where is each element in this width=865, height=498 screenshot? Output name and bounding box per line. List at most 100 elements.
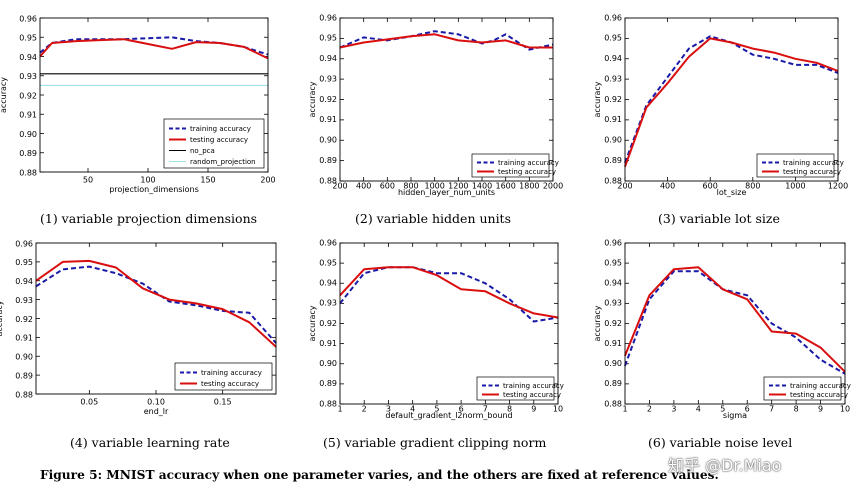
x-tick-label: 0.10 [147, 398, 165, 407]
y-tick-label: 0.89 [319, 156, 337, 165]
y-tick-label: 0.88 [604, 176, 622, 185]
y-tick-label: 0.94 [19, 53, 37, 62]
y-tick-label: 0.89 [604, 379, 622, 388]
subfigure-caption-1: (1) variable projection dimensions [40, 211, 258, 226]
y-tick-label: 0.94 [604, 279, 622, 288]
x-tick-label: 7 [483, 405, 488, 414]
x-axis-label: end_lr [144, 407, 169, 416]
y-tick-label: 0.92 [319, 95, 337, 104]
legend-label: testing accuracy [498, 168, 556, 176]
y-tick-label: 0.92 [19, 91, 37, 100]
legend-label: testing accuracy [190, 136, 248, 144]
legend-label: training accuracy [503, 382, 564, 390]
y-axis-label: accuracy [308, 81, 317, 117]
legend-label: testing accuracy [790, 391, 848, 399]
plot-frame [39, 17, 269, 173]
y-tick-label: 0.92 [15, 315, 33, 324]
figure-caption: Figure 5: MNIST accuracy when one parame… [40, 468, 719, 482]
chart-panel-4: 0.88 0.89 0.90 0.91 0.92 0.93 0.94 0.95 0.96 0.05… [0, 0, 290, 460]
x-tick-label: 9 [818, 405, 823, 414]
legend-label: testing accuracy [783, 168, 841, 176]
y-tick-label: 0.93 [604, 299, 622, 308]
x-axis-label: hidden_layer_num_units [398, 188, 495, 197]
y-tick-label: 0.95 [15, 258, 33, 267]
y-tick-label: 0.94 [319, 54, 337, 63]
x-tick-label: 800 [745, 182, 760, 191]
plot-frame [339, 242, 559, 405]
y-tick-label: 0.89 [15, 371, 33, 380]
chart-panel-1: 0.88 0.89 0.90 0.91 0.92 0.93 0.94 0.95 0.96 50 10… [0, 0, 290, 230]
y-axis-label: accuracy [308, 305, 317, 341]
y-tick-label: 0.95 [319, 34, 337, 43]
y-tick-label: 0.93 [19, 72, 37, 81]
x-tick-label: 1400 [472, 182, 492, 191]
subfigure-caption-4: (4) variable learning rate [70, 435, 230, 450]
x-tick-label: 800 [403, 182, 418, 191]
series-line-testing-accuracy [35, 259, 277, 348]
chart-panel-2: 0.88 0.89 0.90 0.91 0.92 0.93 0.94 0.95 0.96 200 4… [0, 0, 580, 230]
y-tick-label: 0.90 [19, 130, 37, 139]
legend-label: testing accuracy [503, 391, 561, 399]
x-tick-label: 150 [200, 176, 215, 185]
x-tick-label: 7 [769, 405, 774, 414]
y-tick-label: 0.95 [604, 258, 622, 267]
y-tick-label: 0.91 [19, 111, 37, 120]
x-tick-label: 1 [622, 405, 627, 414]
x-tick-label: 10 [840, 405, 850, 414]
chart-panel-3: 0.88 0.89 0.90 0.91 0.92 0.93 0.94 0.95 0.96 200 4… [0, 0, 865, 230]
legend-box [163, 118, 265, 169]
legend-label: testing accuracy [201, 380, 259, 388]
y-tick-label: 0.88 [15, 390, 33, 399]
plot-frame [624, 17, 839, 182]
subfigure-caption-6: (6) variable noise level [648, 435, 793, 450]
x-tick-label: 100 [140, 176, 155, 185]
series-line-testing-accuracy [39, 38, 269, 60]
series-line-training-accuracy [35, 265, 277, 344]
x-tick-label: 3 [386, 405, 391, 414]
x-tick-label: 2 [647, 405, 652, 414]
x-tick-label: 4 [696, 405, 701, 414]
legend-label: training accuracy [783, 159, 844, 167]
series-line-testing-accuracy [624, 266, 846, 373]
x-tick-label: 400 [660, 182, 675, 191]
series-line-training-accuracy [339, 266, 559, 323]
subfigure-caption-2: (2) variable hidden units [355, 211, 511, 226]
y-tick-label: 0.96 [19, 14, 37, 23]
y-tick-label: 0.92 [604, 319, 622, 328]
x-tick-label: 200 [332, 182, 347, 191]
x-tick-label: 3 [671, 405, 676, 414]
x-tick-label: 1800 [519, 182, 539, 191]
legend-label: random_projection [190, 158, 256, 166]
chart-6: 0.88 0.89 0.90 0.91 0.92 0.93 0.94 0.95 0.96 1 2 3 4… [593, 238, 851, 420]
x-axis-label: sigma [723, 411, 747, 420]
y-tick-label: 0.91 [319, 115, 337, 124]
y-tick-label: 0.94 [604, 54, 622, 63]
y-tick-label: 0.92 [319, 319, 337, 328]
y-tick-label: 0.95 [604, 34, 622, 43]
subfigure-caption-5: (5) variable gradient clipping norm [323, 435, 547, 450]
y-tick-label: 0.93 [15, 296, 33, 305]
watermark: 知乎 @Dr.Miao [668, 456, 782, 475]
x-tick-label: 8 [794, 405, 799, 414]
legend-box [174, 362, 273, 391]
chart-5: 0.88 0.89 0.90 0.91 0.92 0.93 0.94 0.95 0.96 1 2 3 4… [308, 238, 564, 420]
x-tick-label: 1000 [785, 182, 805, 191]
y-tick-label: 0.96 [319, 13, 337, 22]
y-tick-label: 0.96 [604, 238, 622, 247]
legend-label: no_pca [190, 147, 215, 155]
legend-label: training accuracy [790, 382, 851, 390]
y-tick-label: 0.96 [319, 238, 337, 247]
y-tick-label: 0.88 [319, 176, 337, 185]
x-tick-label: 600 [703, 182, 718, 191]
x-tick-label: 0.05 [80, 398, 98, 407]
y-tick-label: 0.90 [604, 136, 622, 145]
x-tick-label: 1000 [424, 182, 444, 191]
y-axis-label: accuracy [593, 305, 602, 341]
x-tick-label: 9 [531, 405, 536, 414]
y-tick-label: 0.91 [604, 115, 622, 124]
x-axis-label: lot_size [717, 188, 747, 197]
chart-panel-5: 0.88 0.89 0.90 0.91 0.92 0.93 0.94 0.95 0.96 1 2 3 4… [308, 238, 564, 420]
y-tick-label: 0.96 [15, 239, 33, 248]
x-tick-label: 6 [745, 405, 750, 414]
legend-label: training accuracy [201, 369, 262, 377]
